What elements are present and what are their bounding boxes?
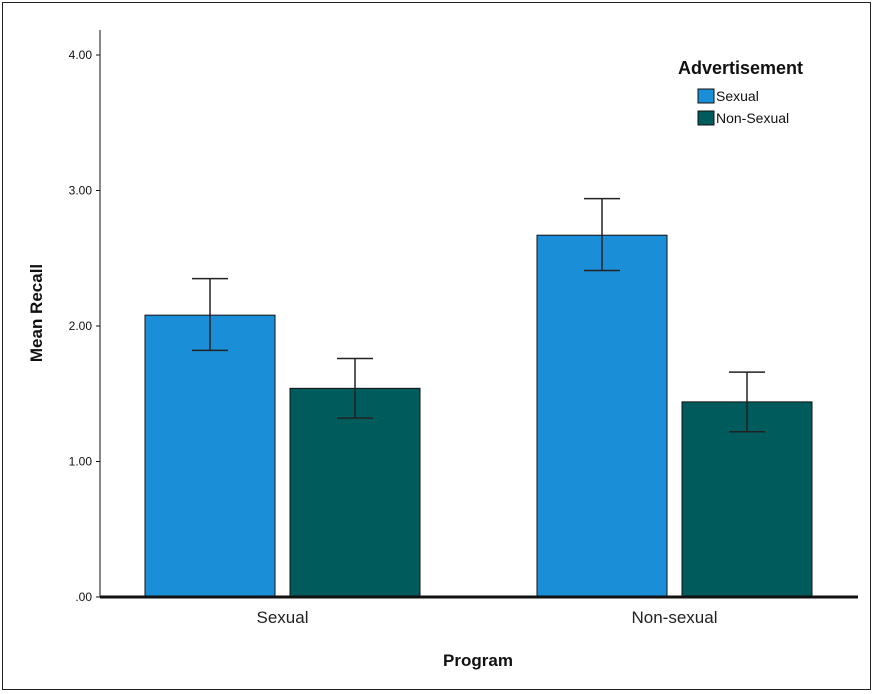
- error-bars: [192, 197, 765, 433]
- legend-swatch: [697, 88, 715, 104]
- bars: [144, 234, 813, 598]
- legend-label: Sexual: [716, 88, 759, 104]
- legend-swatch: [697, 110, 715, 126]
- bar-sexual-non-sexual: [536, 234, 668, 598]
- x-tick-label: Non-sexual: [632, 608, 718, 627]
- x-axis: Sexual Non-sexual: [257, 608, 718, 627]
- legend-title: Advertisement: [678, 58, 803, 78]
- bar-non-sexual-non-sexual: [681, 401, 813, 598]
- error-bar: [192, 277, 228, 352]
- bar-non-sexual-sexual: [289, 387, 421, 598]
- y-axis-title: Mean Recall: [27, 264, 46, 362]
- y-tick-label: 2.00: [69, 319, 93, 333]
- y-tick-label: 1.00: [69, 455, 93, 469]
- error-bar: [584, 197, 620, 272]
- y-tick-label: 3.00: [69, 184, 93, 198]
- x-axis-title: Program: [443, 651, 513, 670]
- error-bar: [729, 371, 765, 433]
- x-tick-label: Sexual: [257, 608, 309, 627]
- y-axis: .00 1.00 2.00 3.00 4.00: [69, 48, 100, 604]
- error-bar: [337, 357, 373, 419]
- legend-label: Non-Sexual: [716, 110, 789, 126]
- y-tick-label: .00: [75, 590, 92, 604]
- bar-sexual-sexual: [144, 314, 276, 598]
- legend: Advertisement Sexual Non-Sexual: [678, 58, 803, 126]
- y-tick-label: 4.00: [69, 48, 93, 62]
